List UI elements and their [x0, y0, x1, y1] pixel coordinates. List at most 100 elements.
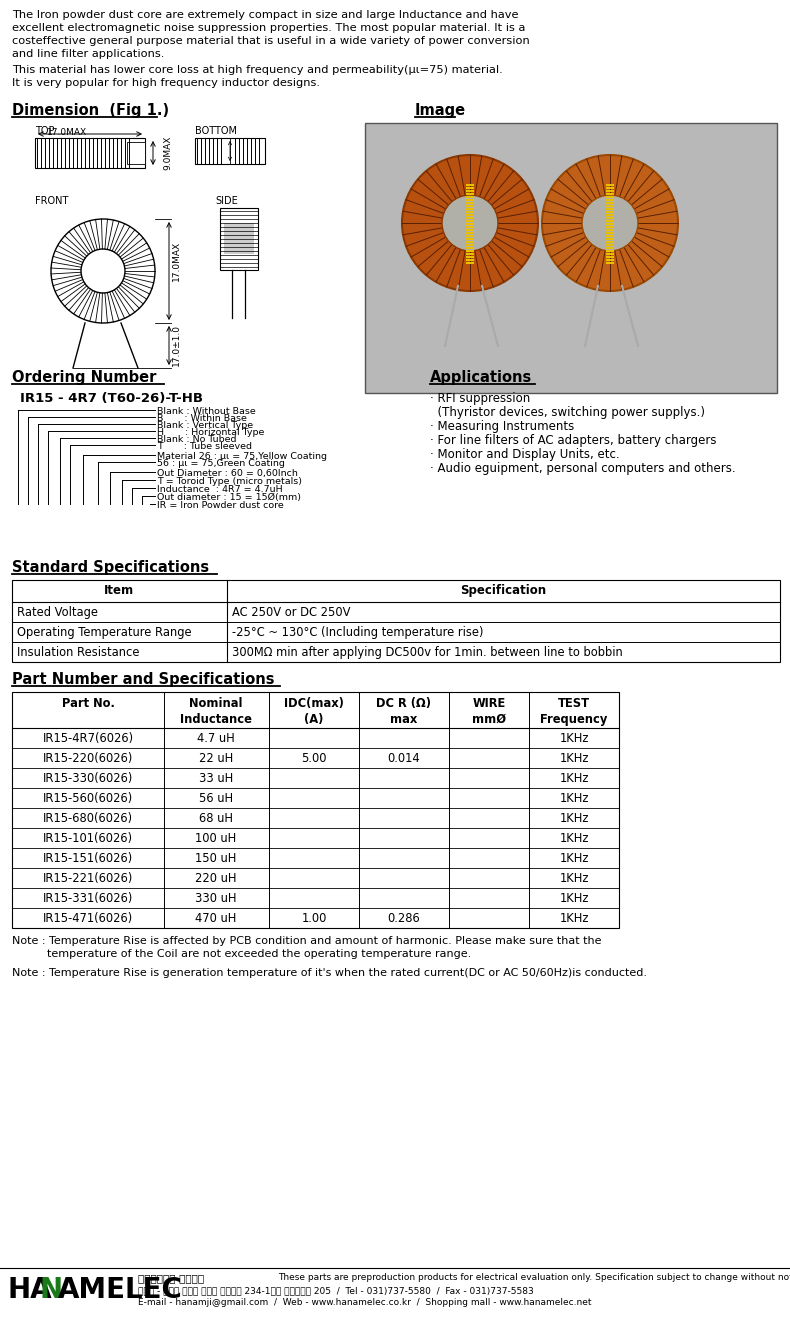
Text: Operating Temperature Range: Operating Temperature Range [17, 627, 192, 639]
Bar [606, 262, 614, 264]
Text: N: N [40, 1276, 63, 1303]
Text: (Thyristor devices, switching power supplys.): (Thyristor devices, switching power supp… [430, 406, 705, 419]
Text: 주소지 - 경기도 성남시 중원구 상대원동 234-1번지 포스테크노 205  /  Tel - 031)737-5580  /  Fax - 031)73: 주소지 - 경기도 성남시 중원구 상대원동 234-1번지 포스테크노 205… [138, 1286, 534, 1296]
Text: IR15 - 4R7 (T60-26)-T-HB: IR15 - 4R7 (T60-26)-T-HB [20, 393, 203, 405]
Text: IR15-4R7(6026): IR15-4R7(6026) [43, 732, 134, 746]
Bar [606, 256, 614, 258]
Text: Blank : Vertical Type: Blank : Vertical Type [157, 420, 253, 430]
Bar [466, 196, 474, 198]
Text: TEST: TEST [558, 697, 590, 710]
Bar [606, 217, 614, 219]
Bar [606, 200, 614, 201]
Text: Note : Temperature Rise is affected by PCB condition and amount of harmonic. Ple: Note : Temperature Rise is affected by P… [12, 936, 601, 947]
Bar [606, 212, 614, 213]
Bar [606, 231, 614, 234]
Bar [606, 247, 614, 249]
Bar [12, 580, 780, 662]
Text: Blank : Without Base: Blank : Without Base [157, 407, 256, 416]
Bar [466, 231, 474, 234]
Bar [466, 214, 474, 215]
Text: Part No.: Part No. [62, 697, 115, 710]
Bar [35, 137, 145, 168]
Text: IDC(max): IDC(max) [284, 697, 344, 710]
Text: Blank : No Tubed: Blank : No Tubed [157, 435, 236, 444]
Bar [606, 229, 614, 231]
Circle shape [402, 155, 538, 291]
Bar [606, 226, 614, 227]
Text: It is very popular for high frequency inductor designs.: It is very popular for high frequency in… [12, 78, 320, 89]
Text: Specification: Specification [460, 584, 546, 598]
Text: WIRE: WIRE [472, 697, 506, 710]
Text: 1KHz: 1KHz [559, 832, 589, 845]
Bar [466, 245, 474, 246]
Text: max: max [390, 713, 418, 726]
Text: IR15-680(6026): IR15-680(6026) [43, 812, 133, 825]
Bar [606, 205, 614, 208]
Bar [606, 245, 614, 246]
Bar [466, 262, 474, 264]
Text: 1KHz: 1KHz [559, 792, 589, 805]
Text: 17.0±1.0: 17.0±1.0 [172, 324, 181, 366]
Text: 1KHz: 1KHz [559, 772, 589, 785]
Text: Note : Temperature Rise is generation temperature of it's when the rated current: Note : Temperature Rise is generation te… [12, 968, 647, 978]
Text: Material 26 : μι = 75,Yellow Coating: Material 26 : μι = 75,Yellow Coating [157, 452, 327, 461]
Bar [466, 259, 474, 260]
Bar [606, 208, 614, 210]
Bar [606, 238, 614, 241]
Text: · Monitor and Display Units, etc.: · Monitor and Display Units, etc. [430, 448, 619, 461]
Bar [466, 219, 474, 222]
Bar [466, 190, 474, 192]
Text: 220 uH: 220 uH [195, 873, 237, 884]
Text: 330 uH: 330 uH [195, 892, 237, 906]
Text: B       : Within Base: B : Within Base [157, 414, 246, 423]
Bar [606, 235, 614, 237]
Text: Out Diameter : 60 = 0,60Inch: Out Diameter : 60 = 0,60Inch [157, 469, 298, 479]
Bar [466, 256, 474, 258]
Text: Image: Image [415, 103, 466, 118]
Text: T       : Tube sleeved: T : Tube sleeved [157, 442, 252, 451]
Text: Frequency: Frequency [540, 713, 608, 726]
Text: IR = Iron Powder dust core: IR = Iron Powder dust core [157, 501, 284, 510]
Bar [606, 186, 614, 189]
Text: IR15-220(6026): IR15-220(6026) [43, 752, 134, 765]
Text: 470 uH: 470 uH [195, 912, 237, 925]
Bar [466, 200, 474, 201]
Text: Insulation Resistance: Insulation Resistance [17, 646, 140, 658]
Text: IR15-101(6026): IR15-101(6026) [43, 832, 133, 845]
Text: 1KHz: 1KHz [559, 912, 589, 925]
Text: E-mail - hanamji@gmail.com  /  Web - www.hanamelec.co.kr  /  Shopping mall - www: E-mail - hanamji@gmail.com / Web - www.h… [138, 1298, 592, 1307]
Bar [466, 186, 474, 189]
Circle shape [542, 155, 678, 291]
Bar [606, 184, 614, 186]
Text: 17.0MAX: 17.0MAX [47, 128, 87, 137]
Text: BOTTOM: BOTTOM [195, 126, 237, 136]
Circle shape [81, 249, 125, 293]
Text: · Audio eguipment, personal computers and others.: · Audio eguipment, personal computers an… [430, 461, 735, 475]
Text: HA: HA [8, 1276, 53, 1303]
Text: Inductance: Inductance [180, 713, 252, 726]
Text: 56 : μι = 75,Green Coating: 56 : μι = 75,Green Coating [157, 459, 285, 468]
Text: FRONT: FRONT [35, 196, 69, 206]
Text: 1KHz: 1KHz [559, 892, 589, 906]
Text: 0.014: 0.014 [388, 752, 420, 765]
Text: This material has lower core loss at high frequency and permeability(μι=75) mate: This material has lower core loss at hig… [12, 65, 502, 75]
Bar [466, 250, 474, 253]
Text: IR15-330(6026): IR15-330(6026) [43, 772, 134, 785]
Text: IR15-151(6026): IR15-151(6026) [43, 851, 134, 865]
Text: Inductance  : 4R7 = 4.7uH: Inductance : 4R7 = 4.7uH [157, 485, 283, 494]
Text: H       : Horizontal Type: H : Horizontal Type [157, 428, 265, 438]
Bar [220, 208, 258, 270]
Text: 68 uH: 68 uH [199, 812, 233, 825]
Bar [12, 691, 619, 928]
Bar [466, 205, 474, 208]
Bar [606, 219, 614, 222]
Circle shape [582, 196, 638, 251]
Text: T = Toroid Type (micro metals): T = Toroid Type (micro metals) [157, 477, 302, 486]
Bar [466, 202, 474, 204]
Bar [466, 238, 474, 241]
Text: Ordering Number: Ordering Number [12, 370, 156, 385]
Text: IR15-560(6026): IR15-560(6026) [43, 792, 134, 805]
Text: 22 uH: 22 uH [199, 752, 233, 765]
Bar [606, 259, 614, 260]
Text: 33 uH: 33 uH [199, 772, 233, 785]
